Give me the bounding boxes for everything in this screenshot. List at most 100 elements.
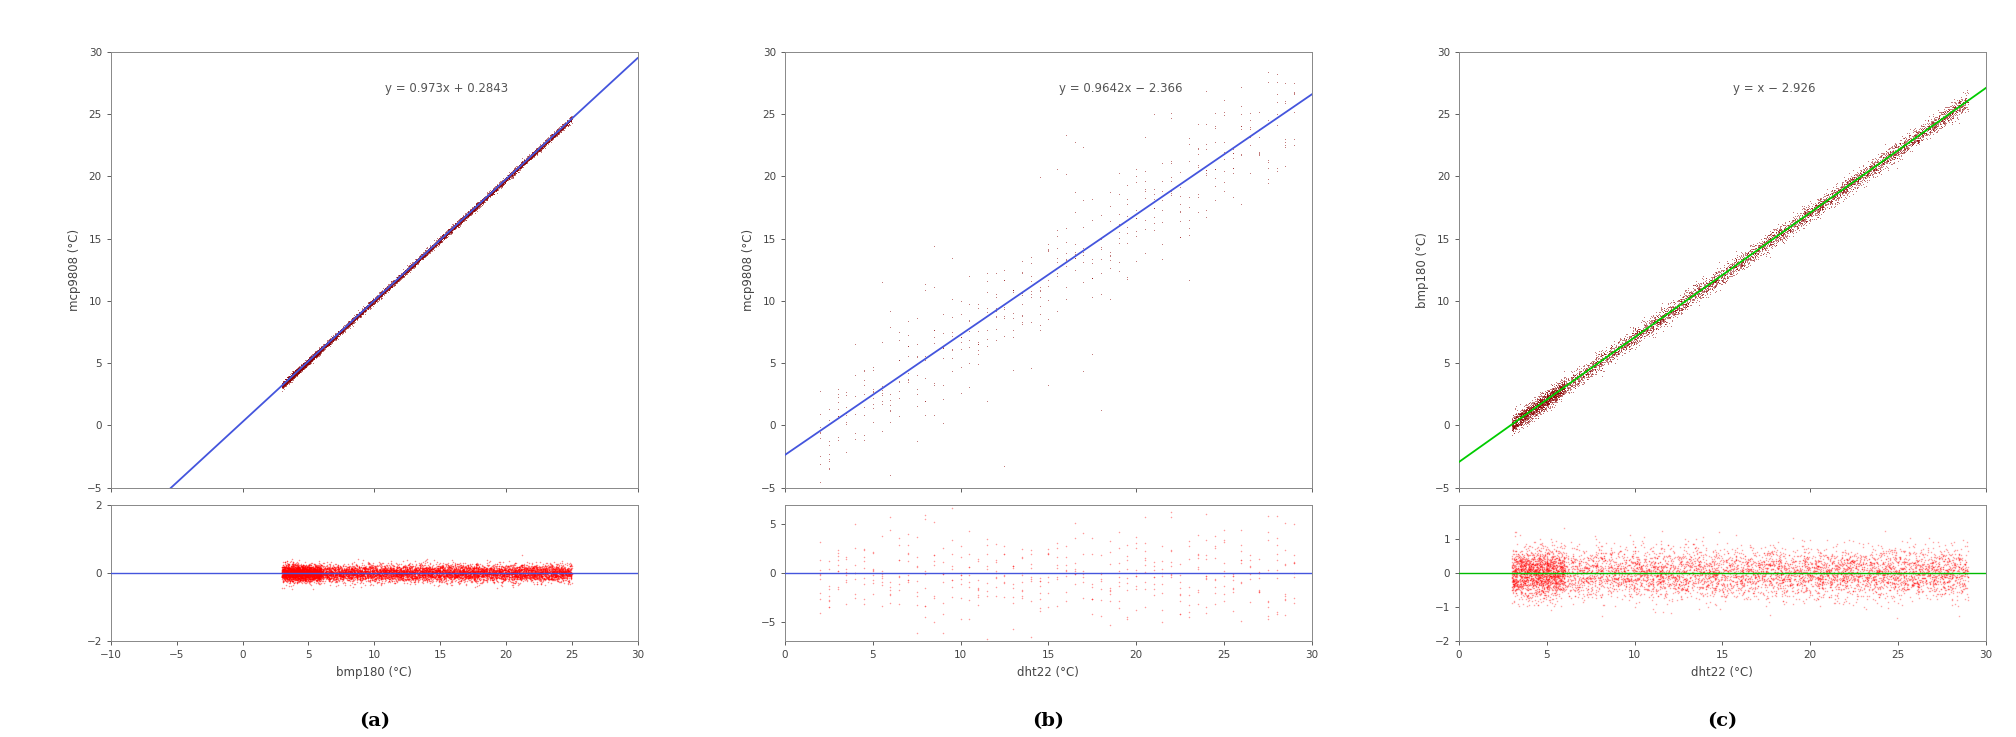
Point	[526, 138, 558, 150]
Point	[1540, 391, 1572, 403]
Point	[1816, 192, 1849, 203]
Point	[427, 561, 460, 573]
Point	[1528, 391, 1560, 403]
Point	[474, 186, 506, 198]
Point	[290, 568, 323, 580]
Point	[323, 562, 355, 574]
Point	[442, 568, 474, 580]
Point	[425, 234, 458, 245]
Point	[397, 259, 429, 270]
Point	[286, 360, 319, 372]
Point	[341, 312, 373, 324]
Point	[302, 346, 335, 358]
Point	[288, 564, 321, 576]
Point	[1831, 178, 1863, 190]
Point	[1540, 384, 1572, 396]
Point	[472, 186, 504, 198]
Point	[280, 368, 312, 380]
Point	[486, 179, 518, 191]
Point	[1746, 243, 1778, 255]
Point	[1538, 394, 1570, 405]
Point	[385, 562, 417, 574]
Point	[1762, 222, 1794, 234]
Point	[510, 567, 542, 579]
Point	[448, 213, 480, 225]
Point	[512, 567, 544, 579]
Point	[1669, 284, 1702, 296]
Point	[353, 301, 385, 313]
Point	[901, 627, 933, 639]
Point	[1829, 186, 1861, 198]
Point	[1772, 225, 1804, 237]
Point	[1754, 251, 1786, 263]
Point	[355, 297, 387, 309]
Point	[556, 116, 589, 128]
Point	[506, 573, 538, 584]
Point	[1820, 186, 1853, 198]
Point	[446, 565, 478, 576]
Point	[296, 565, 329, 576]
Point	[506, 160, 538, 172]
Point	[1738, 254, 1770, 266]
Point	[1764, 224, 1796, 236]
Point	[439, 221, 472, 233]
Point	[1720, 262, 1752, 273]
Point	[369, 283, 401, 295]
Point	[1496, 419, 1528, 431]
Point	[1538, 388, 1570, 400]
Point	[1603, 340, 1635, 352]
Point	[1835, 174, 1867, 186]
Point	[1629, 326, 1661, 338]
Point	[470, 191, 502, 203]
Point	[1540, 387, 1572, 399]
Point	[333, 572, 365, 584]
Point	[540, 567, 573, 579]
Point	[337, 571, 369, 583]
Point	[355, 561, 387, 573]
Point	[278, 366, 310, 377]
Point	[1550, 385, 1583, 397]
Point	[550, 572, 583, 584]
Point	[1530, 397, 1562, 408]
Point	[1871, 150, 1903, 161]
Point	[488, 176, 520, 188]
Point	[395, 567, 427, 579]
Point	[268, 377, 300, 389]
Point	[1746, 240, 1778, 252]
Point	[286, 358, 319, 370]
Point	[1173, 223, 1206, 234]
Point	[419, 237, 452, 248]
Point	[524, 567, 556, 579]
Point	[1006, 567, 1038, 579]
Point	[403, 567, 435, 579]
Point	[462, 571, 494, 583]
Point	[379, 570, 411, 581]
Point	[381, 270, 413, 282]
Point	[508, 157, 540, 169]
Point	[1637, 318, 1669, 330]
Point	[488, 574, 520, 586]
Point	[544, 123, 577, 135]
Point	[278, 567, 310, 579]
Point	[1528, 395, 1560, 407]
Point	[365, 290, 397, 301]
Point	[1657, 306, 1689, 318]
Point	[411, 568, 444, 580]
Point	[1764, 232, 1796, 244]
Point	[496, 562, 528, 574]
Point	[1504, 408, 1536, 420]
Point	[1498, 420, 1530, 432]
Point	[355, 302, 387, 314]
Point	[385, 568, 417, 580]
Point	[433, 227, 466, 239]
Point	[335, 573, 367, 584]
Point	[302, 569, 335, 581]
Point	[514, 563, 546, 575]
Point	[1738, 247, 1770, 259]
Point	[534, 129, 566, 141]
Point	[329, 566, 361, 578]
Point	[351, 301, 383, 313]
Point	[304, 570, 337, 581]
Point	[1530, 397, 1562, 408]
Point	[506, 567, 538, 579]
